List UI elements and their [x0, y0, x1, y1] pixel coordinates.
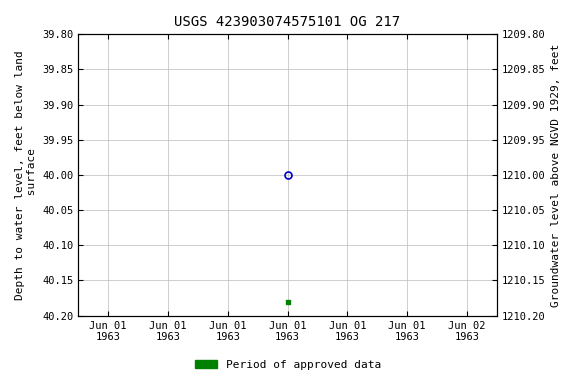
Legend: Period of approved data: Period of approved data	[191, 356, 385, 375]
Y-axis label: Groundwater level above NGVD 1929, feet: Groundwater level above NGVD 1929, feet	[551, 43, 561, 306]
Title: USGS 423903074575101 OG 217: USGS 423903074575101 OG 217	[175, 15, 401, 29]
Y-axis label: Depth to water level, feet below land
 surface: Depth to water level, feet below land su…	[15, 50, 37, 300]
